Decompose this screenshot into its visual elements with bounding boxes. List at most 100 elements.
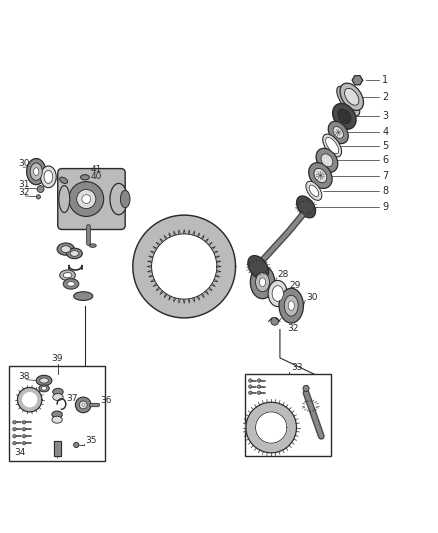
Circle shape (13, 421, 16, 424)
Ellipse shape (52, 416, 62, 423)
Text: 4: 4 (382, 127, 389, 138)
Ellipse shape (57, 243, 74, 255)
Text: 34: 34 (14, 448, 26, 457)
Circle shape (249, 379, 252, 382)
Polygon shape (53, 441, 60, 456)
Circle shape (13, 441, 16, 445)
Ellipse shape (75, 397, 91, 413)
Circle shape (77, 189, 96, 208)
Circle shape (257, 379, 261, 382)
Ellipse shape (36, 375, 52, 386)
Ellipse shape (44, 171, 53, 183)
Ellipse shape (279, 288, 304, 323)
Text: 41: 41 (91, 165, 102, 174)
Ellipse shape (255, 272, 269, 292)
Circle shape (69, 182, 104, 216)
Circle shape (257, 391, 261, 394)
Ellipse shape (67, 248, 82, 259)
Ellipse shape (297, 196, 315, 218)
Ellipse shape (60, 177, 67, 183)
Ellipse shape (309, 185, 318, 197)
Text: 9: 9 (382, 202, 389, 212)
Circle shape (37, 185, 44, 192)
Text: 7: 7 (382, 171, 389, 181)
Text: 6: 6 (382, 155, 389, 165)
Ellipse shape (323, 134, 342, 157)
Text: 2: 2 (382, 92, 389, 102)
Polygon shape (255, 412, 287, 443)
Ellipse shape (340, 83, 364, 110)
Circle shape (13, 434, 16, 438)
Ellipse shape (325, 138, 339, 154)
Ellipse shape (81, 175, 89, 180)
Ellipse shape (41, 166, 56, 188)
Text: 29: 29 (290, 281, 301, 290)
Circle shape (271, 318, 279, 325)
Text: 3: 3 (382, 111, 389, 122)
FancyBboxPatch shape (58, 168, 125, 230)
Circle shape (22, 427, 26, 431)
Circle shape (303, 385, 309, 391)
Circle shape (22, 441, 26, 445)
Text: 28: 28 (277, 270, 289, 279)
Polygon shape (152, 234, 217, 299)
Polygon shape (23, 393, 37, 407)
Ellipse shape (110, 183, 127, 215)
Ellipse shape (314, 168, 327, 183)
Text: 28: 28 (28, 171, 39, 180)
Text: 32: 32 (287, 324, 298, 333)
Ellipse shape (27, 158, 46, 184)
Ellipse shape (328, 122, 348, 143)
Text: 40: 40 (91, 172, 102, 181)
Ellipse shape (338, 109, 351, 124)
Ellipse shape (82, 403, 85, 406)
Ellipse shape (321, 154, 333, 167)
Ellipse shape (306, 181, 322, 200)
Ellipse shape (34, 168, 39, 175)
Ellipse shape (53, 393, 63, 400)
Bar (245, 375, 331, 456)
Ellipse shape (39, 385, 49, 392)
Ellipse shape (53, 389, 63, 395)
Ellipse shape (316, 148, 338, 172)
Ellipse shape (248, 255, 268, 279)
Text: 5: 5 (382, 141, 389, 150)
Text: 30: 30 (18, 158, 29, 167)
Text: 33: 33 (292, 363, 303, 372)
Ellipse shape (70, 251, 79, 256)
Ellipse shape (30, 163, 42, 180)
Ellipse shape (89, 244, 96, 247)
Circle shape (82, 195, 91, 204)
Ellipse shape (332, 103, 356, 129)
Text: 38: 38 (18, 372, 29, 381)
Ellipse shape (63, 272, 72, 278)
Ellipse shape (259, 278, 265, 287)
Polygon shape (133, 215, 236, 318)
Circle shape (74, 442, 79, 448)
Ellipse shape (272, 286, 283, 301)
Text: 37: 37 (66, 393, 77, 402)
Ellipse shape (268, 280, 287, 306)
Circle shape (13, 427, 16, 431)
Circle shape (22, 421, 26, 424)
Ellipse shape (40, 378, 48, 383)
Ellipse shape (42, 386, 47, 390)
Circle shape (22, 434, 26, 438)
Ellipse shape (337, 86, 360, 116)
Ellipse shape (59, 185, 70, 213)
Text: 29: 29 (27, 164, 38, 173)
Text: 8: 8 (382, 186, 389, 196)
Circle shape (257, 385, 261, 389)
Bar (9, 366, 105, 461)
Ellipse shape (333, 126, 343, 139)
Circle shape (249, 391, 252, 394)
Ellipse shape (79, 401, 87, 409)
Circle shape (36, 195, 41, 199)
Ellipse shape (67, 282, 75, 286)
Circle shape (249, 385, 252, 389)
Text: 36: 36 (101, 396, 112, 405)
Ellipse shape (345, 88, 359, 105)
Polygon shape (352, 76, 363, 85)
Polygon shape (18, 387, 42, 412)
Ellipse shape (60, 270, 75, 280)
